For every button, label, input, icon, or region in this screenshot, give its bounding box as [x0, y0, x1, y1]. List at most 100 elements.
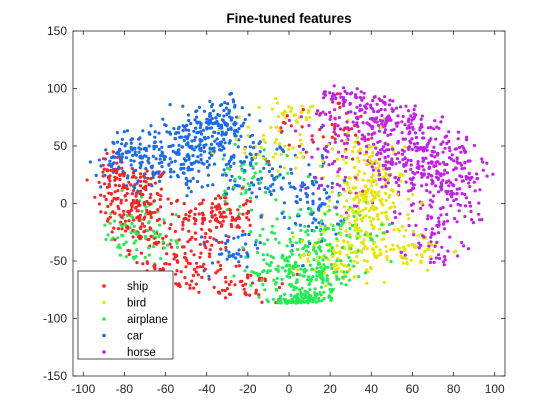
point-bird [427, 247, 431, 251]
point-car [165, 130, 169, 134]
point-ship [187, 214, 191, 218]
point-ship [129, 209, 133, 213]
point-car [168, 130, 172, 134]
point-horse [346, 134, 350, 138]
point-car [115, 131, 119, 135]
point-horse [457, 209, 461, 213]
point-ship [157, 175, 161, 179]
point-car [269, 192, 273, 197]
point-ship [138, 175, 143, 179]
point-ship [146, 176, 150, 180]
point-ship [214, 217, 218, 221]
legend-marker-horse [102, 350, 106, 354]
point-horse [443, 258, 447, 262]
point-ship [149, 212, 153, 216]
point-bird [367, 178, 371, 183]
point-car [202, 109, 207, 113]
point-airplane [159, 257, 163, 261]
point-car [305, 200, 310, 204]
point-bird [410, 243, 414, 247]
point-horse [379, 152, 383, 156]
point-airplane [313, 287, 317, 291]
point-ship [109, 202, 113, 206]
point-ship [210, 202, 214, 206]
point-car [282, 201, 286, 205]
point-car [136, 189, 140, 193]
point-car [177, 143, 181, 147]
point-car [194, 145, 198, 149]
point-car [321, 222, 325, 226]
point-bird [300, 104, 304, 108]
point-horse [419, 243, 423, 247]
point-ship [157, 240, 161, 244]
point-horse [341, 104, 346, 108]
point-ship [280, 282, 284, 286]
point-car [227, 186, 231, 190]
point-ship [216, 194, 221, 198]
point-car [133, 186, 137, 190]
point-bird [385, 257, 389, 262]
point-horse [468, 184, 472, 189]
point-horse [439, 172, 443, 176]
point-horse [491, 172, 495, 176]
point-car [88, 160, 92, 164]
point-bird [271, 155, 275, 159]
point-horse [357, 129, 361, 133]
point-ship [136, 215, 140, 219]
point-car [207, 163, 211, 167]
point-horse [387, 103, 392, 107]
point-airplane [252, 175, 256, 179]
point-ship [159, 205, 163, 209]
point-horse [473, 189, 477, 193]
point-horse [387, 116, 392, 120]
point-ship [243, 282, 248, 286]
point-bird [355, 211, 360, 215]
point-ship [113, 190, 117, 194]
point-horse [478, 218, 482, 222]
point-bird [326, 258, 331, 262]
point-car [160, 165, 164, 169]
point-bird [363, 244, 367, 248]
point-car [194, 159, 198, 163]
point-ship [115, 176, 119, 180]
point-airplane [275, 217, 279, 221]
point-car [157, 171, 161, 175]
point-bird [361, 216, 365, 220]
point-horse [393, 215, 398, 220]
point-bird [344, 217, 348, 221]
point-car [132, 159, 136, 163]
point-horse [460, 167, 464, 171]
point-bird [308, 115, 312, 119]
point-car [187, 144, 191, 148]
point-horse [407, 147, 411, 151]
point-car [311, 192, 315, 196]
point-horse [390, 107, 394, 111]
point-ship [162, 221, 166, 225]
point-horse [408, 177, 412, 181]
point-airplane [223, 199, 227, 203]
point-bird [419, 202, 423, 206]
point-horse [424, 227, 428, 231]
point-horse [438, 162, 442, 166]
point-horse [396, 121, 400, 125]
point-car [136, 179, 140, 183]
point-ship [301, 107, 305, 112]
point-ship [116, 204, 120, 208]
point-car [153, 135, 157, 139]
point-horse [386, 133, 390, 137]
point-ship [214, 271, 218, 275]
point-horse [416, 170, 420, 174]
point-horse [362, 96, 366, 100]
point-car [237, 127, 241, 131]
point-ship [248, 199, 252, 204]
point-airplane [344, 283, 348, 287]
point-car [152, 144, 156, 148]
point-ship [99, 193, 103, 197]
point-horse [444, 181, 448, 185]
point-ship [122, 209, 126, 213]
point-ship [152, 199, 156, 203]
point-airplane [260, 278, 264, 283]
point-car [211, 183, 215, 187]
point-ship [227, 235, 231, 239]
point-horse [411, 187, 415, 191]
